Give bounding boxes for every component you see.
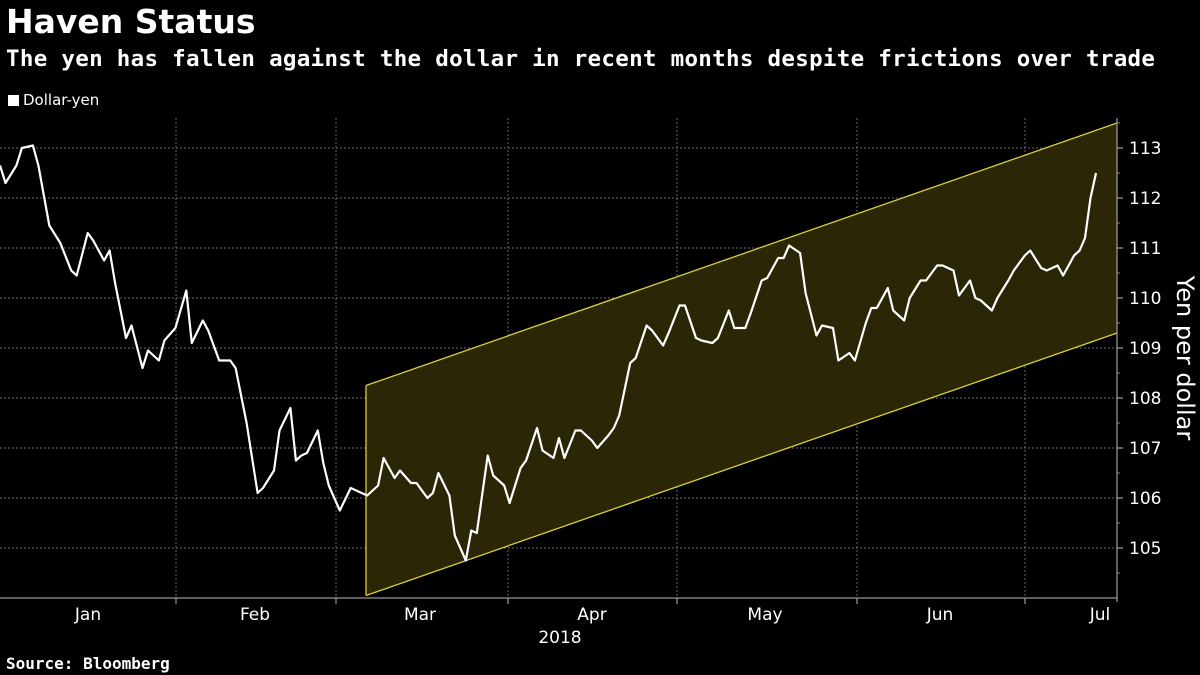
channel-upper-line	[365, 122, 1118, 387]
y-tick-label: 105	[1129, 539, 1161, 559]
chart-title: Haven Status	[6, 2, 256, 41]
y-tick-label: 110	[1129, 289, 1161, 309]
y-tick-label: 108	[1129, 389, 1161, 409]
channel-lower-line	[365, 332, 1118, 597]
y-axis-title: Yen per dollar	[1171, 275, 1199, 441]
y-tick-label: 112	[1129, 189, 1161, 209]
legend-swatch	[8, 94, 19, 106]
x-tick-label: Jun	[926, 605, 954, 625]
y-tick-label: 106	[1129, 489, 1161, 509]
x-year-label: 2018	[538, 628, 581, 648]
chart-subtitle: The yen has fallen against the dollar in…	[6, 46, 1156, 72]
trend-channel	[366, 123, 1117, 596]
x-tick-label: Jan	[74, 605, 101, 625]
x-tick-label: Jul	[1089, 605, 1111, 625]
y-tick-label: 107	[1129, 439, 1161, 459]
y-tick-label: 113	[1129, 139, 1161, 159]
y-tick-label: 111	[1129, 239, 1161, 259]
x-tick-label: May	[747, 605, 782, 625]
series-line-dollar-yen	[0, 144, 1098, 562]
y-tick-label: 109	[1129, 339, 1161, 359]
x-tick-label: Mar	[404, 605, 436, 625]
source-note: Source: Bloomberg	[6, 654, 170, 673]
legend: Dollar-yen	[8, 91, 99, 109]
legend-label: Dollar-yen	[23, 91, 100, 109]
x-tick-label: Feb	[240, 605, 270, 625]
x-tick-label: Apr	[577, 605, 606, 625]
